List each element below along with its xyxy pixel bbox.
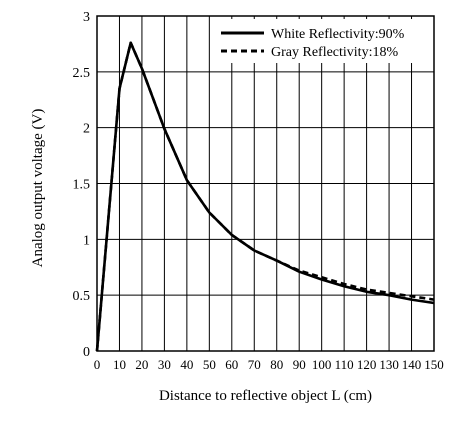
y-tick-label: 0: [83, 345, 90, 360]
x-axis-label: Distance to reflective object L (cm): [159, 388, 372, 404]
y-tick-label: 1: [83, 233, 90, 248]
x-tick-labels: 0 10 20 30 40 50 60 70 80 90 100 110 120 130 140 150: [94, 357, 444, 372]
x-tick-label: 90: [293, 357, 306, 372]
legend: White Reflectivity:90% Gray Reflectivity…: [214, 19, 430, 63]
y-axis-label: Analog output voltage (V): [30, 109, 46, 268]
x-tick-label: 120: [357, 357, 377, 372]
grid: [96, 15, 435, 352]
x-tick-label: 140: [402, 357, 422, 372]
series-layer: [95, 41, 435, 352]
y-tick-label: 2.5: [73, 66, 91, 81]
x-tick-label: 30: [158, 357, 171, 372]
x-tick-label: 10: [113, 357, 126, 372]
y-tick-label: 2: [83, 122, 90, 137]
x-tick-label: 40: [180, 357, 193, 372]
x-tick-label: 80: [270, 357, 283, 372]
x-tick-label: 150: [424, 357, 444, 372]
legend-label-white: White Reflectivity:90%: [271, 27, 405, 42]
y-tick-label: 1.5: [73, 178, 91, 193]
legend-box: [214, 19, 430, 63]
x-tick-label: 100: [312, 357, 332, 372]
series-line-1: [95, 41, 435, 352]
x-tick-label: 60: [225, 357, 238, 372]
plot-frame: [96, 15, 435, 352]
x-tick-label: 50: [203, 357, 216, 372]
y-tick-label: 0.5: [73, 289, 91, 304]
series-line-0: [95, 41, 435, 352]
x-tick-label: 130: [379, 357, 399, 372]
x-tick-label: 0: [94, 357, 101, 372]
legend-label-gray: Gray Reflectivity:18%: [271, 45, 398, 60]
x-tick-label: 110: [335, 357, 354, 372]
y-tick-labels: 0 0.5 1 1.5 2 2.5 3: [73, 10, 91, 360]
x-tick-label: 20: [135, 357, 148, 372]
x-tick-label: 70: [248, 357, 261, 372]
y-tick-label: 3: [83, 10, 90, 25]
